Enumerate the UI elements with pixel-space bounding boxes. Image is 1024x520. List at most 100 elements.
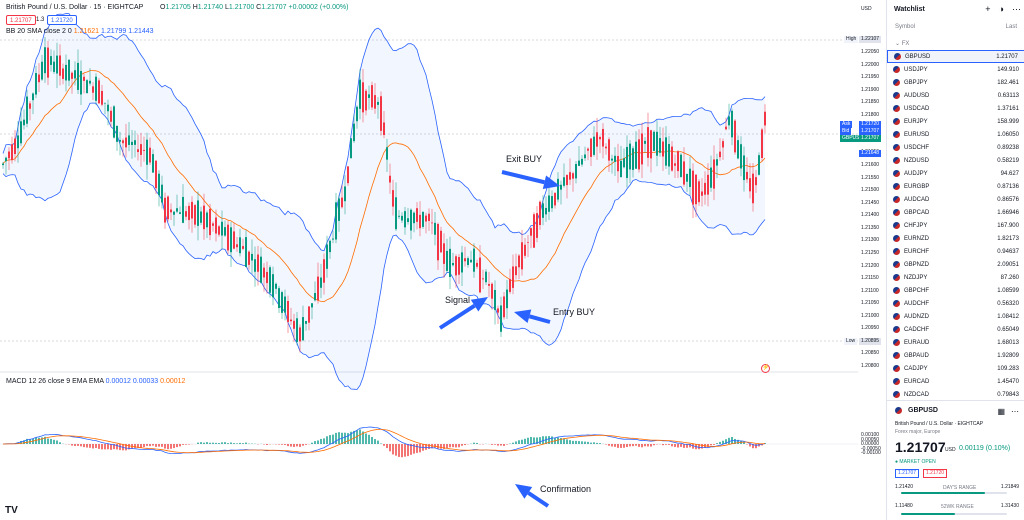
watchlist-row-eurusd[interactable]: EURUSD 1.06050	[887, 128, 1024, 141]
symbol-detail-panel: GBPUSD ▦ ⋯ British Pound / U.S. Dollar ·…	[887, 400, 1024, 520]
macd-histogram-bar	[719, 441, 721, 444]
macd-histogram-bar	[392, 444, 394, 455]
watchlist-row-cadchf[interactable]: CADCHF 0.65049	[887, 323, 1024, 336]
more-icon[interactable]: ⋯	[1012, 4, 1021, 14]
watchlist-title[interactable]: Watchlist	[894, 6, 925, 13]
candle-body	[734, 120, 736, 153]
buy-price-button[interactable]: 1.21720	[47, 15, 77, 25]
detail-name[interactable]: British Pound / U.S. Dollar · EIGHTCAP	[895, 421, 984, 427]
price-tick: 1.21200	[861, 262, 880, 269]
detail-symbol[interactable]: GBPUSD	[908, 407, 938, 414]
bb-upper-line	[2, 13, 766, 252]
tradingview-logo[interactable]: TV	[5, 505, 18, 516]
candle-body	[614, 155, 616, 162]
macd-histogram-bar	[185, 444, 187, 445]
grid-icon[interactable]: ▦	[997, 407, 1005, 416]
news-event-icon[interactable]: ⚡	[761, 364, 770, 373]
watchlist-row-gbpusd[interactable]: GBPUSD 1.21707	[887, 50, 1024, 63]
candle-body	[608, 139, 610, 161]
macd-histogram-bar	[524, 438, 526, 444]
candle-body	[119, 139, 121, 142]
candle-body	[506, 289, 508, 309]
watchlist-last: 0.63113	[997, 92, 1019, 99]
chart-area[interactable]: British Pound / U.S. Dollar · 15 · EIGHT…	[0, 0, 886, 520]
macd-histogram-bar	[689, 444, 691, 448]
group-header[interactable]: ⌄ FX	[895, 40, 909, 47]
macd-histogram-bar	[500, 444, 502, 446]
macd-histogram-bar	[677, 444, 679, 448]
candle-body	[431, 222, 433, 224]
candle-body	[170, 209, 172, 213]
candle-body	[554, 192, 556, 206]
watchlist-row-gbpjpy[interactable]: GBPJPY 182.461	[887, 76, 1024, 89]
macd-legend[interactable]: MACD 12 26 close 9 EMA EMA 0.00012 0.000…	[6, 378, 185, 385]
candle-body	[98, 80, 100, 104]
detail-sell[interactable]: 1.21707	[895, 469, 920, 478]
col-symbol[interactable]: Symbol	[895, 24, 916, 30]
candle-body	[671, 146, 673, 171]
watchlist-symbol: NZDCAD	[904, 391, 929, 398]
watchlist-row-usdjpy[interactable]: USDJPY 149.910	[887, 63, 1024, 76]
advanced-view-icon[interactable]: ◑	[998, 4, 1004, 14]
macd-histogram-bar	[389, 444, 391, 452]
symbol-title[interactable]: British Pound / U.S. Dollar · 15 · EIGHT…	[6, 4, 143, 11]
watchlist-row-nzdjpy[interactable]: NZDJPY 87.260	[887, 271, 1024, 284]
price-chart[interactable]	[0, 0, 886, 520]
watchlist-row-gbpaud[interactable]: GBPAUD 1.92809	[887, 349, 1024, 362]
candle-body	[230, 227, 232, 253]
macd-tick: 0.00000	[861, 441, 880, 447]
macd-histogram-bar	[134, 444, 136, 449]
more-icon[interactable]: ⋯	[1011, 407, 1019, 416]
watchlist-row-audchf[interactable]: AUDCHF 0.56320	[887, 297, 1024, 310]
col-last[interactable]: Last	[1005, 24, 1017, 30]
macd-histogram-bar	[215, 442, 217, 444]
watchlist-row-usdcad[interactable]: USDCAD 1.37161	[887, 102, 1024, 115]
watchlist-last: 1.66946	[997, 209, 1019, 216]
macd-histogram-bar	[239, 442, 241, 444]
macd-histogram-bar	[455, 444, 457, 448]
add-symbol-icon[interactable]: +	[985, 4, 991, 14]
watchlist-row-audjpy[interactable]: AUDJPY 94.627	[887, 167, 1024, 180]
watchlist-row-gbpchf[interactable]: GBPCHF 1.08599	[887, 284, 1024, 297]
candle-body	[287, 300, 289, 322]
flag-icon	[893, 339, 900, 346]
watchlist-row-gbpcad[interactable]: GBPCAD 1.66946	[887, 206, 1024, 219]
bb-legend[interactable]: BB 20 SMA close 2 0 1.21621 1.21799 1.21…	[6, 28, 154, 35]
macd-histogram-bar	[548, 436, 550, 444]
macd-histogram-bar	[368, 434, 370, 444]
watchlist-row-audusd[interactable]: AUDUSD 0.63113	[887, 89, 1024, 102]
detail-category: Forex major, Europe	[895, 429, 941, 435]
annotation-entry-buy: Entry BUY	[553, 307, 596, 317]
watchlist-row-eurchf[interactable]: EURCHF 0.94637	[887, 245, 1024, 258]
watchlist-row-audnzd[interactable]: AUDNZD 1.08412	[887, 310, 1024, 323]
flag-icon	[893, 391, 900, 398]
sell-price-button[interactable]: 1.21707	[6, 15, 36, 25]
macd-histogram-bar	[86, 444, 88, 448]
candle-body	[314, 293, 316, 301]
watchlist-row-chfjpy[interactable]: CHFJPY 167.900	[887, 219, 1024, 232]
macd-histogram-bar	[590, 442, 592, 444]
watchlist-last: 1.21707	[996, 53, 1018, 60]
watchlist-row-nzdusd[interactable]: NZDUSD 0.58219	[887, 154, 1024, 167]
watchlist-row-eurgbp[interactable]: EURGBP 0.87136	[887, 180, 1024, 193]
watchlist-row-audcad[interactable]: AUDCAD 0.86576	[887, 193, 1024, 206]
watchlist-row-usdchf[interactable]: USDCHF 0.89238	[887, 141, 1024, 154]
watchlist-row-eurcad[interactable]: EURCAD 1.45470	[887, 375, 1024, 388]
watchlist-row-euraud[interactable]: EURAUD 1.68013	[887, 336, 1024, 349]
candle-body	[245, 237, 247, 268]
candle-body	[674, 163, 676, 166]
candle-body	[530, 228, 532, 236]
watchlist-row-gbpnzd[interactable]: GBPNZD 2.09051	[887, 258, 1024, 271]
watchlist-row-nzdcad[interactable]: NZDCAD 0.79843	[887, 388, 1024, 401]
detail-buy[interactable]: 1.21720	[923, 469, 948, 478]
watchlist-row-eurjpy[interactable]: EURJPY 158.999	[887, 115, 1024, 128]
candle-body	[299, 327, 301, 342]
candle-body	[590, 138, 592, 157]
price-tick: 1.20950	[861, 325, 880, 332]
candle-body	[461, 252, 463, 273]
watchlist-row-eurnzd[interactable]: EURNZD 1.82173	[887, 232, 1024, 245]
price-tick: 1.20800	[861, 363, 880, 369]
macd-histogram-bar	[152, 444, 154, 446]
macd-histogram-bar	[182, 444, 184, 445]
watchlist-row-cadjpy[interactable]: CADJPY 109.283	[887, 362, 1024, 375]
